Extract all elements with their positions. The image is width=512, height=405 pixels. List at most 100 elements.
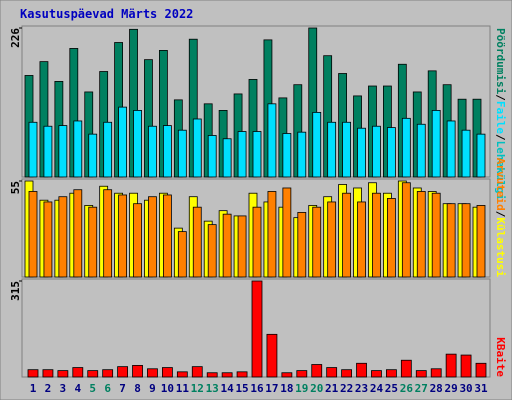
legend-entry: Faile [494,101,507,134]
bar [476,133,486,178]
bar [88,133,98,178]
bar [177,129,187,178]
bar [73,120,83,178]
y-tick-label: 226 [9,28,22,48]
x-tick-label: 6 [104,382,111,395]
bar [357,127,366,178]
x-tick-label: 27 [415,382,428,395]
bar [236,371,248,378]
bar [162,194,172,278]
bar [416,191,426,278]
x-tick-label: 12 [191,382,204,395]
x-tick-label: 30 [459,382,472,395]
legend-entry: Lehekülgi [494,141,507,201]
legend: KBaite [494,337,507,377]
bar [297,212,307,278]
legend-separator: / [494,94,507,101]
bar [162,125,172,178]
legend-entry: Pöördumisi [494,28,507,95]
bar [401,182,411,278]
bar [43,201,53,278]
bar [341,369,353,378]
bar [118,106,127,178]
legend-entry: Külastusi [494,217,507,277]
x-tick-label: 2 [45,382,52,395]
x-tick-label: 11 [176,382,190,395]
bar [371,370,382,378]
bar [401,117,411,178]
bar [87,370,99,378]
bar [357,201,366,278]
bar [326,367,338,378]
bar [237,215,247,278]
bar [43,125,53,178]
bar [237,131,247,178]
bar [461,129,471,178]
x-tick-label: 9 [149,382,156,395]
bar [191,366,203,378]
bar [445,353,457,378]
bar [282,187,292,278]
x-tick-label: 22 [340,382,353,395]
bar [431,110,441,178]
bar [28,121,38,178]
x-tick-label: 14 [221,382,235,395]
bar [386,198,396,278]
bar [430,368,442,378]
bar [461,203,471,278]
bar [42,369,54,378]
bar [415,370,427,378]
bar [327,201,337,278]
bar [148,125,157,178]
x-tick-label: 10 [161,382,174,395]
bar [267,103,277,178]
x-tick-label: 26 [400,382,414,395]
bar [207,224,217,278]
x-tick-label: 17 [265,382,278,395]
bar [27,369,39,378]
x-tick-label: 5 [89,382,96,395]
bar [385,369,397,378]
bar [58,196,68,278]
x-tick-label: 1 [30,382,37,395]
bar [312,111,322,178]
x-tick-label: 8 [134,382,141,395]
bar [132,365,143,378]
bar [281,372,293,378]
x-tick-label: 31 [474,382,488,395]
bar [327,121,337,178]
bar [252,206,262,278]
y-tick-label: 315 [9,281,22,301]
bar [177,231,187,278]
bar [28,191,38,278]
bar [58,125,68,178]
bar [446,120,456,178]
bar [460,354,472,378]
bar [133,203,142,278]
bar [73,189,83,278]
bar [176,371,188,378]
bar [251,280,263,378]
x-tick-label: 21 [325,382,339,395]
bar [356,362,367,378]
x-tick-label: 15 [235,382,248,395]
bar [372,192,381,278]
bar [103,189,113,278]
bar [475,362,487,378]
bar [222,213,232,278]
bar [342,192,352,278]
bar [252,131,262,178]
bar [267,191,277,278]
bar [431,192,441,278]
bar [476,205,486,278]
bar [206,372,218,378]
bar [282,133,292,178]
legend: Arvuteid/Külastusi [494,158,507,278]
x-tick-label: 7 [119,382,126,395]
bar [192,118,202,178]
bar [221,372,233,378]
x-tick-label: 19 [295,382,308,395]
x-tick-label: 3 [60,382,67,395]
bar [296,370,308,378]
bar [297,131,307,178]
